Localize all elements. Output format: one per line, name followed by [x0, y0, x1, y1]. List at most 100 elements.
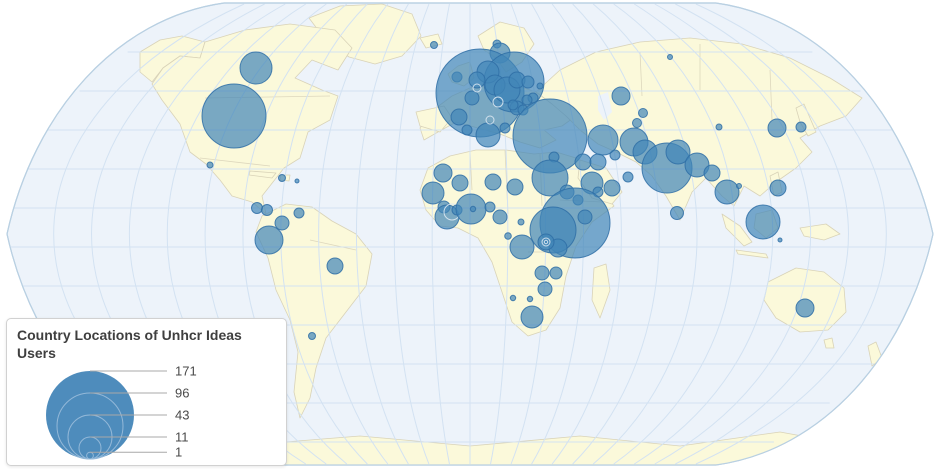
legend-panel: Country Locations of Unhcr Ideas Users 1…: [6, 318, 287, 466]
graticule-meridian: [675, 3, 849, 465]
country-bubble[interactable]: [777, 237, 783, 243]
country-bubble[interactable]: [504, 232, 512, 240]
legend-leader-lines: [90, 370, 167, 453]
land-sumatra: [721, 213, 753, 247]
country-bubble[interactable]: [499, 122, 511, 134]
graticule-meridian: [572, 3, 660, 465]
country-bubble[interactable]: [472, 83, 482, 93]
country-bubble[interactable]: [684, 152, 710, 178]
country-bubble[interactable]: [736, 183, 742, 189]
country-bubble[interactable]: [293, 207, 305, 219]
land-tasmania: [823, 337, 835, 349]
country-bubble[interactable]: [526, 295, 534, 303]
country-bubble[interactable]: [609, 149, 621, 161]
country-bubble[interactable]: [541, 237, 551, 247]
country-bubble[interactable]: [492, 209, 508, 225]
country-bubble[interactable]: [484, 201, 496, 213]
country-bubble[interactable]: [769, 179, 787, 197]
country-bubble[interactable]: [622, 171, 634, 183]
country-bubble[interactable]: [461, 124, 473, 136]
country-bubble[interactable]: [670, 206, 684, 220]
graticule-meridian: [318, 3, 389, 465]
country-bubble[interactable]: [421, 181, 445, 205]
country-bubble[interactable]: [517, 218, 525, 226]
country-bubble[interactable]: [611, 86, 631, 106]
legend-size-labels: 171 96 43 111: [175, 364, 197, 460]
country-bubble[interactable]: [278, 174, 286, 182]
graticule-meridian: [431, 3, 450, 465]
country-bubble[interactable]: [520, 305, 544, 329]
country-bubble[interactable]: [795, 121, 807, 133]
legend-size-scale: 171 96 43 111: [46, 364, 197, 460]
country-bubble[interactable]: [574, 153, 592, 171]
country-bubble[interactable]: [475, 122, 501, 148]
country-bubble[interactable]: [433, 163, 453, 183]
country-bubble[interactable]: [703, 164, 721, 182]
country-bubble[interactable]: [201, 83, 267, 149]
country-bubble[interactable]: [507, 99, 519, 111]
country-bubble[interactable]: [509, 234, 535, 260]
country-bubble[interactable]: [587, 124, 619, 156]
country-bubble[interactable]: [534, 265, 550, 281]
country-bubble[interactable]: [484, 173, 502, 191]
country-bubble[interactable]: [745, 204, 781, 240]
country-bubble[interactable]: [715, 123, 723, 131]
country-bubble[interactable]: [430, 41, 438, 49]
country-bubble[interactable]: [632, 118, 642, 128]
land-java: [735, 249, 769, 259]
country-bubble[interactable]: [451, 174, 469, 192]
country-bubble[interactable]: [521, 75, 535, 89]
country-bubble[interactable]: [603, 179, 621, 197]
country-bubble[interactable]: [537, 233, 555, 251]
country-bubble[interactable]: [531, 159, 569, 197]
land-new-guinea: [799, 223, 841, 241]
country-bubble[interactable]: [667, 54, 673, 60]
country-bubble[interactable]: [795, 298, 815, 318]
graticule-meridian: [356, 3, 409, 465]
country-bubble[interactable]: [464, 90, 480, 106]
graticule-meridian: [393, 3, 430, 465]
bubble-layer: [201, 39, 815, 340]
country-bubble[interactable]: [492, 96, 504, 108]
country-bubble[interactable]: [485, 115, 495, 125]
country-bubble[interactable]: [537, 281, 553, 297]
country-bubble[interactable]: [506, 178, 524, 196]
country-bubble[interactable]: [714, 179, 740, 205]
land-madagascar: [591, 263, 611, 319]
graticule-meridian: [613, 3, 736, 465]
country-bubble[interactable]: [326, 257, 344, 275]
country-bubble[interactable]: [767, 118, 787, 138]
country-bubble[interactable]: [521, 94, 533, 106]
country-bubble[interactable]: [308, 332, 316, 340]
country-bubble[interactable]: [274, 215, 290, 231]
land-south-america: [255, 203, 373, 419]
land-cuba: [248, 170, 277, 179]
country-bubble[interactable]: [577, 209, 593, 225]
country-bubble[interactable]: [469, 205, 477, 213]
country-bubble[interactable]: [509, 294, 517, 302]
country-bubble[interactable]: [536, 82, 544, 90]
graticule-meridian: [592, 3, 698, 465]
legend-size-label: 1: [175, 445, 182, 460]
country-bubble[interactable]: [254, 225, 284, 255]
country-bubble[interactable]: [549, 266, 563, 280]
country-bubble[interactable]: [589, 153, 607, 171]
legend-size-label: 43: [175, 408, 189, 423]
graticule-meridian: [695, 3, 887, 465]
country-bubble[interactable]: [251, 202, 263, 214]
country-bubble[interactable]: [450, 108, 468, 126]
legend-title: Country Locations of Unhcr Ideas Users: [17, 327, 242, 361]
legend-size-label: 96: [175, 386, 189, 401]
country-bubble[interactable]: [206, 161, 214, 169]
graticule-meridian: [551, 3, 622, 465]
country-bubble[interactable]: [468, 71, 486, 89]
country-bubble[interactable]: [294, 178, 300, 184]
map-edge: [6, 2, 934, 466]
country-bubble[interactable]: [543, 239, 549, 245]
country-bubble[interactable]: [665, 139, 691, 165]
legend-size-label: 171: [175, 364, 197, 379]
country-bubble[interactable]: [638, 108, 648, 118]
country-bubble[interactable]: [261, 204, 273, 216]
country-bubble[interactable]: [239, 51, 273, 85]
